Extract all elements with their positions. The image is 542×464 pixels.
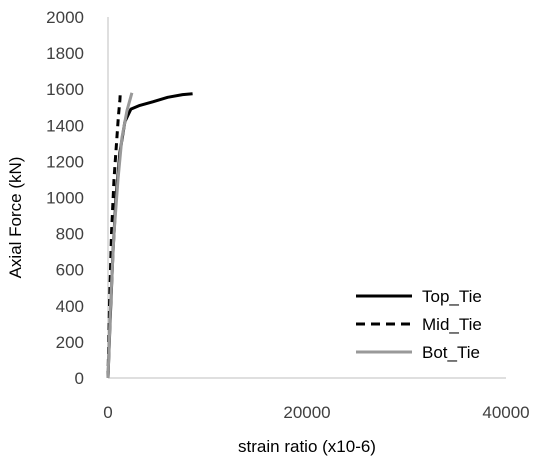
legend-label: Top_Tie: [422, 287, 482, 306]
y-tick-label: 1000: [46, 189, 84, 208]
y-tick-label: 600: [56, 261, 84, 280]
y-tick-labels: 0 200 400 600 800 1000 1200 1400 1600 1800 2000: [46, 8, 84, 388]
y-tick-label: 2000: [46, 8, 84, 27]
y-tick-label: 200: [56, 333, 84, 352]
y-tick-label: 0: [75, 369, 84, 388]
y-tick-label: 1600: [46, 80, 84, 99]
y-axis-title: Axial Force (kN): [6, 157, 25, 279]
y-tick-label: 1400: [46, 116, 84, 135]
x-tick-label: 20000: [283, 403, 330, 422]
series-layer: [106, 90, 193, 379]
series-line-bot-tie: [106, 92, 134, 379]
legend: Top_Tie Mid_Tie Bot_Tie: [356, 287, 482, 362]
legend-label: Mid_Tie: [422, 315, 482, 334]
x-tick-label: 0: [103, 403, 112, 422]
x-axis-title: strain ratio (x10-6): [238, 437, 376, 456]
y-tick-label: 1800: [46, 44, 84, 63]
x-tick-labels: 0 20000 40000: [103, 403, 529, 422]
y-tick-label: 400: [56, 297, 84, 316]
y-tick-label: 800: [56, 225, 84, 244]
y-tick-label: 1200: [46, 152, 84, 171]
x-tick-label: 40000: [482, 403, 529, 422]
legend-label: Bot_Tie: [422, 343, 480, 362]
